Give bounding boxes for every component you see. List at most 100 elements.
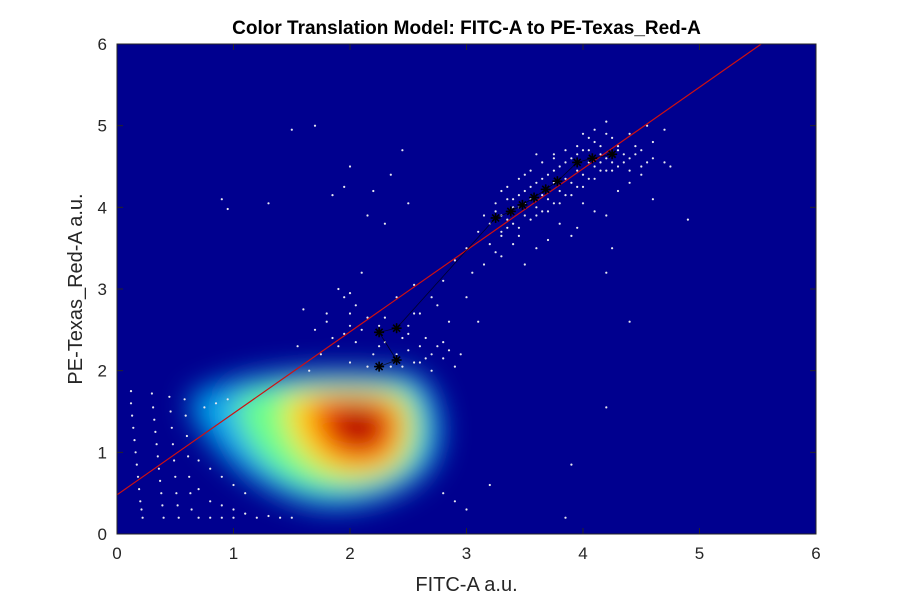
scatter-point [570, 463, 573, 466]
scatter-point [611, 161, 614, 164]
scatter-point [494, 202, 497, 205]
scatter-point [529, 185, 532, 188]
scatter-point [360, 271, 363, 274]
density-band-darkred [337, 410, 379, 444]
scatter-point [129, 390, 133, 393]
scatter-point [413, 361, 416, 364]
scatter-point [541, 161, 544, 164]
scatter-point [576, 169, 579, 172]
scatter-point [395, 353, 398, 356]
scatter-point [500, 255, 503, 258]
scatter-point [611, 169, 614, 172]
scatter-point [176, 504, 179, 507]
scatter-point [599, 161, 602, 164]
scatter-point [599, 169, 602, 172]
scatter-point [372, 353, 375, 356]
scatter-point [581, 149, 585, 152]
scatter-point [232, 508, 235, 511]
scatter-point [378, 324, 381, 327]
tick-marks [116, 43, 817, 535]
scatter-point [436, 345, 439, 348]
scatter-point [593, 128, 596, 131]
scatter-point [372, 189, 375, 193]
scatter-point [442, 492, 445, 495]
density-heatmap [190, 370, 442, 508]
scatter-point [511, 243, 515, 246]
scatter-point [418, 345, 421, 348]
scatter-point [378, 345, 381, 348]
scatter-point [407, 349, 410, 352]
bin-mean-marker [552, 176, 563, 187]
bin-mean-marker [517, 199, 528, 210]
scatter-point [177, 516, 180, 519]
scatter-point [482, 214, 486, 217]
bin-mean-marker [374, 361, 385, 372]
scatter-point [552, 169, 556, 172]
scatter-point [407, 332, 410, 335]
scatter-point [153, 418, 156, 421]
scatter-point [506, 226, 509, 229]
scatter-point [663, 128, 666, 131]
scatter-point [348, 361, 352, 364]
scatter-point [155, 443, 158, 446]
y-axis-ticks: 0 1 2 3 4 5 6 [98, 35, 107, 544]
scatter-point [442, 279, 445, 282]
bin-mean-marker [572, 157, 583, 168]
scatter-point [232, 516, 235, 519]
scatter-point [511, 222, 515, 225]
scatter-point [558, 222, 561, 225]
scatter-point [517, 194, 521, 197]
scatter-point [593, 210, 596, 213]
scatter-point [157, 467, 160, 470]
scatter-point [209, 516, 212, 519]
scatter-point [150, 392, 153, 395]
scatter-point [170, 426, 173, 429]
scatter-point [576, 145, 579, 148]
x-tick-label: 0 [112, 544, 121, 563]
scatter-point [267, 202, 270, 205]
scatter-point [343, 296, 346, 299]
y-tick-label: 4 [98, 198, 107, 217]
scatter-point [541, 210, 544, 213]
scatter-point [214, 402, 218, 405]
scatter-point [506, 218, 509, 221]
y-tick-label: 3 [98, 280, 107, 299]
x-tick-label: 6 [811, 544, 820, 563]
scatter-point [570, 181, 573, 184]
scatter-point [546, 173, 550, 176]
y-tick-label: 0 [98, 525, 107, 544]
scatter-point [482, 263, 486, 266]
scatter-point [325, 312, 328, 315]
scatter-point [646, 161, 649, 164]
scatter-point [564, 516, 567, 519]
scatter-point [494, 210, 497, 213]
scatter-point [418, 361, 421, 364]
bin-mean-marker [505, 206, 516, 217]
scatter-point [506, 198, 509, 201]
scatter-point [424, 336, 427, 340]
scatter-point [488, 243, 491, 246]
chart-title: Color Translation Model: FITC-A to PE-Te… [232, 18, 701, 39]
scatter-point [141, 516, 144, 519]
x-tick-label: 4 [578, 544, 587, 563]
scatter-point [546, 198, 550, 201]
scatter-point [616, 149, 620, 152]
scatter-point [581, 185, 585, 188]
fit-line [117, 44, 762, 496]
scatter-point [576, 153, 579, 156]
bin-mean-marker [391, 355, 402, 366]
bin-mean-marker [607, 149, 618, 160]
scatter-point [599, 145, 602, 148]
y-tick-label: 2 [98, 362, 107, 381]
scatter-point [244, 492, 247, 495]
scatter-point [161, 504, 164, 507]
scatter-point [546, 210, 550, 213]
scatter-point [319, 353, 322, 356]
scatter-point [535, 181, 538, 184]
y-tick-label: 6 [98, 35, 107, 54]
scatter-point [131, 414, 134, 417]
scatter-point [535, 214, 538, 217]
scatter-point [337, 287, 340, 291]
scatter-point [383, 222, 386, 225]
